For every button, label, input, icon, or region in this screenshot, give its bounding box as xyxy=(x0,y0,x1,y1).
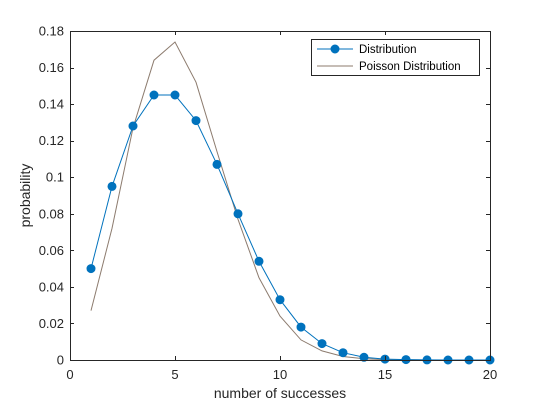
y-tick-label: 0.12 xyxy=(39,133,64,148)
x-axis-label: number of successes xyxy=(214,385,346,401)
legend-label-poisson: Poisson Distribution xyxy=(359,61,461,73)
legend-box xyxy=(311,39,480,76)
y-tick-label: 0.08 xyxy=(39,206,64,221)
y-tick-label: 0.14 xyxy=(39,97,64,112)
y-tick-label: 0.18 xyxy=(39,24,64,39)
data-point-distribution xyxy=(254,256,264,266)
x-tick-label: 0 xyxy=(66,367,73,382)
y-tick-label: 0.1 xyxy=(46,170,64,185)
data-point-distribution xyxy=(107,181,117,191)
ticks-layer: 0 5 10 15 20 0 0.02 0.04 0.06 0.08 0.1 0.12 0.14 0.16… xyxy=(39,24,498,383)
data-point-distribution xyxy=(212,159,222,169)
plot-area xyxy=(70,31,490,360)
x-tick-label: 10 xyxy=(273,367,287,382)
legend-marker-distribution xyxy=(330,44,340,54)
data-point-distribution xyxy=(86,264,96,274)
x-tick-label: 20 xyxy=(483,367,497,382)
data-point-distribution xyxy=(275,295,285,305)
y-axis-label: probability xyxy=(17,164,33,228)
y-tick-label: 0.04 xyxy=(39,279,64,294)
data-point-distribution xyxy=(170,90,180,100)
y-tick-label: 0.16 xyxy=(39,60,64,75)
x-tick-label: 15 xyxy=(378,367,392,382)
data-point-distribution xyxy=(317,339,327,349)
data-point-distribution xyxy=(149,90,159,100)
data-point-distribution xyxy=(191,116,201,126)
data-point-distribution xyxy=(128,121,138,131)
x-tick-label: 5 xyxy=(171,367,178,382)
data-point-distribution xyxy=(296,322,306,332)
y-tick-label: 0.02 xyxy=(39,316,64,331)
series-layer xyxy=(86,41,495,365)
data-point-distribution xyxy=(401,355,411,365)
legend-label-distribution: Distribution xyxy=(359,44,417,56)
data-point-distribution xyxy=(422,355,432,365)
data-point-distribution xyxy=(338,348,348,358)
y-tick-label: 0.06 xyxy=(39,243,64,258)
y-tick-label: 0 xyxy=(57,353,64,368)
legend: Distribution Poisson Distribution xyxy=(311,39,480,76)
data-point-distribution xyxy=(359,352,369,362)
data-point-distribution xyxy=(233,209,243,219)
